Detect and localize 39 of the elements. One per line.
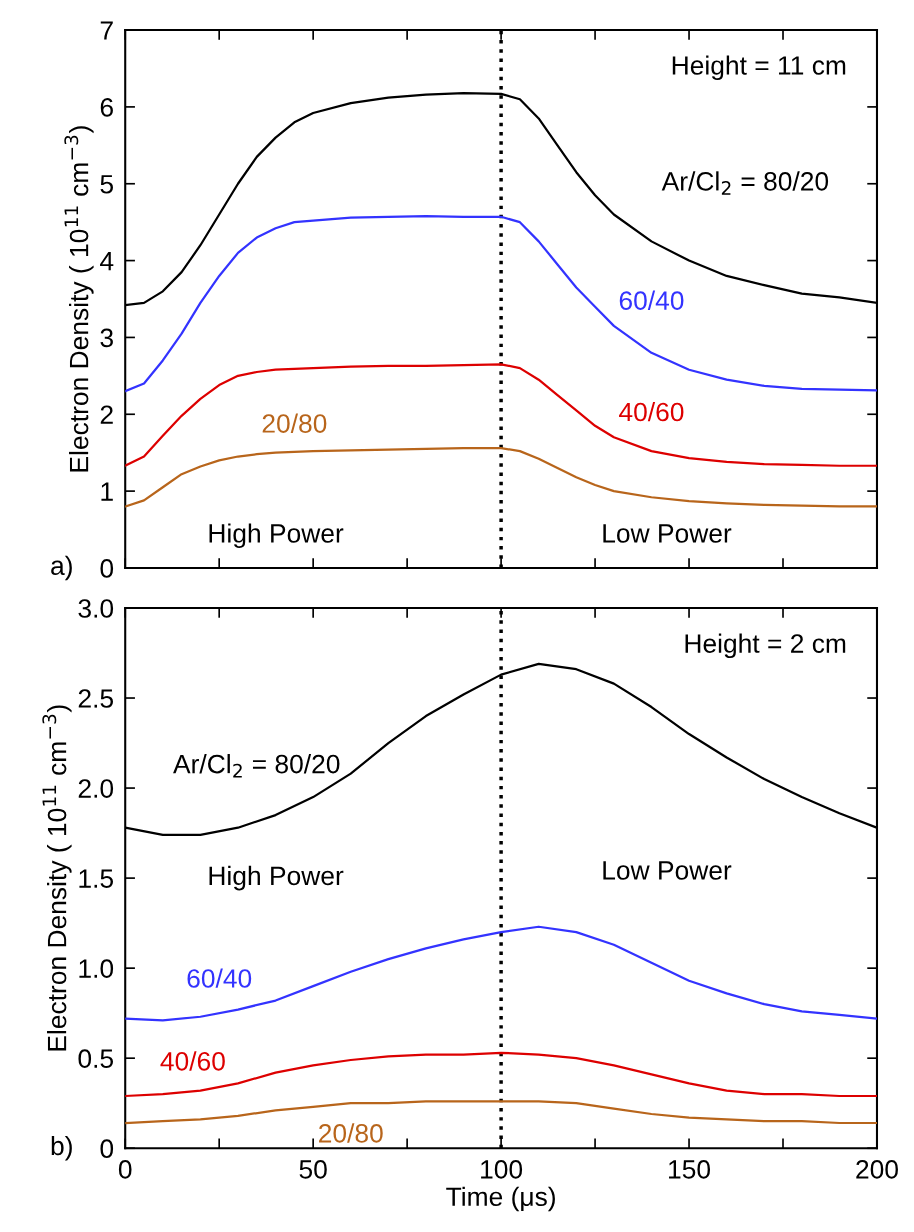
annotation: High Power: [209, 523, 344, 548]
x-axis-title: Time (μs): [446, 1186, 555, 1212]
y-axis-title: Electron Density ( 10$^{11}$ cm$^{−3}$): [64, 126, 94, 472]
series-label: 40/60: [160, 1051, 225, 1071]
y-tick-label: 2.0: [78, 779, 114, 798]
x-tick-label: 100: [481, 1160, 523, 1179]
annotation: Low Power: [603, 861, 732, 880]
y-tick-label: 7: [100, 21, 113, 40]
y-tick-label: 3: [100, 328, 113, 348]
y-tick-label: 1.0: [79, 959, 114, 978]
x-tick-label: 0: [118, 1160, 132, 1179]
series-label: 60/40: [619, 290, 684, 310]
y-axis-title: Electron Density ( 10$^{11}$ cm$^{−3}$): [42, 705, 72, 1051]
text: b): [51, 1135, 72, 1161]
text: a): [51, 555, 72, 581]
annotation: High Power: [209, 865, 344, 891]
y-tick-label: 5: [100, 175, 113, 194]
x-tick-label: 50: [299, 1160, 327, 1179]
legend-label: Ar/Cl$_{2}$ = 80/20: [661, 171, 829, 195]
y-tick-label: 4: [100, 251, 114, 271]
y-tick-label: 1: [101, 482, 113, 501]
y-tick-label: 3.0: [78, 599, 114, 618]
series-label: 40/60: [619, 401, 684, 422]
series-label: 20/80: [319, 1123, 383, 1143]
y-tick-label: 6: [100, 98, 113, 117]
annotation: Low Power: [603, 524, 732, 543]
annotation: Height = 11 cm: [672, 55, 846, 81]
y-tick-label: 2: [100, 405, 113, 424]
x-tick-label: 200: [856, 1160, 898, 1179]
y-tick-label: 0: [100, 1139, 114, 1159]
y-tick-label: 1.5: [79, 869, 113, 888]
y-tick-label: 0.5: [78, 1049, 113, 1069]
annotation: Height = 2 cm: [685, 633, 846, 659]
y-tick-label: 2.5: [78, 689, 113, 708]
x-tick-label: 150: [669, 1160, 711, 1179]
series-label: 60/40: [187, 968, 252, 988]
series-label: 20/80: [262, 413, 327, 433]
series-label: Ar/Cl$_{2}$ = 80/20: [173, 754, 340, 778]
y-tick-label: 0: [100, 559, 114, 578]
